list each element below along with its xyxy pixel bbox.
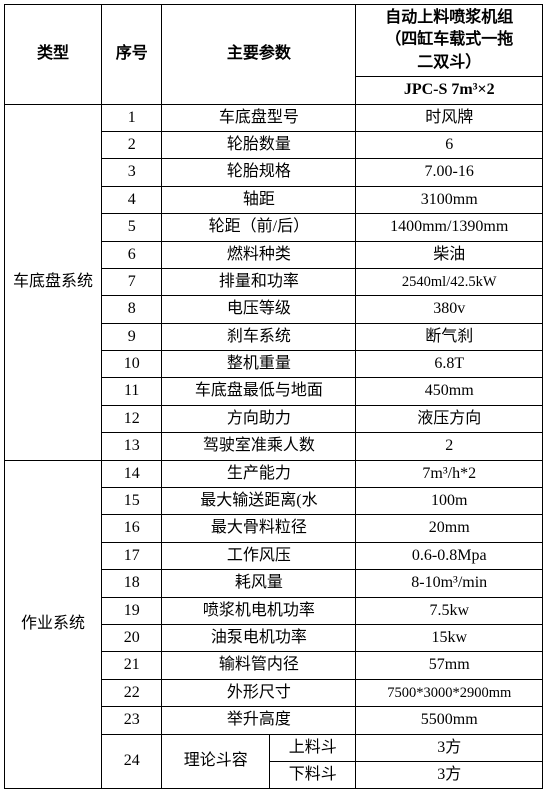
seq-cell: 6	[102, 241, 162, 268]
param-cell: 轴距	[162, 186, 356, 213]
value-cell: 20mm	[356, 515, 543, 542]
value-cell: 450mm	[356, 378, 543, 405]
value-cell: 5500mm	[356, 707, 543, 734]
value-cell: 6.8T	[356, 351, 543, 378]
seq-cell: 14	[102, 460, 162, 487]
seq-cell: 23	[102, 707, 162, 734]
sub-param-cell: 上料斗	[270, 734, 356, 761]
value-cell: 15kw	[356, 624, 543, 651]
value-cell: 3方	[356, 761, 543, 788]
param-cell: 车底盘型号	[162, 104, 356, 131]
value-cell: 7.00-16	[356, 159, 543, 186]
value-cell: 3100mm	[356, 186, 543, 213]
value-cell: 100m	[356, 488, 543, 515]
value-cell: 断气刹	[356, 323, 543, 350]
seq-cell: 7	[102, 268, 162, 295]
group-label: 车底盘系统	[5, 104, 102, 460]
seq-cell: 3	[102, 159, 162, 186]
param-cell: 油泵电机功率	[162, 624, 356, 651]
seq-cell: 24	[102, 734, 162, 789]
col-header-product: 自动上料喷浆机组（四缸车载式一拖二双斗）	[356, 5, 543, 77]
col-header-params: 主要参数	[162, 5, 356, 105]
param-cell: 举升高度	[162, 707, 356, 734]
seq-cell: 4	[102, 186, 162, 213]
param-cell: 理论斗容	[162, 734, 270, 789]
col-header-model: JPC-S 7m³×2	[356, 77, 543, 104]
param-cell: 车底盘最低与地面	[162, 378, 356, 405]
seq-cell: 16	[102, 515, 162, 542]
group-label: 作业系统	[5, 460, 102, 789]
param-cell: 方向助力	[162, 405, 356, 432]
value-cell: 0.6-0.8Mpa	[356, 542, 543, 569]
param-cell: 最大骨料粒径	[162, 515, 356, 542]
seq-cell: 21	[102, 652, 162, 679]
value-cell: 7500*3000*2900mm	[356, 679, 543, 706]
param-cell: 燃料种类	[162, 241, 356, 268]
seq-cell: 8	[102, 296, 162, 323]
param-cell: 喷浆机电机功率	[162, 597, 356, 624]
param-cell: 轮胎规格	[162, 159, 356, 186]
seq-cell: 20	[102, 624, 162, 651]
value-cell: 380v	[356, 296, 543, 323]
value-cell: 1400mm/1390mm	[356, 214, 543, 241]
value-cell: 6	[356, 131, 543, 158]
param-cell: 耗风量	[162, 570, 356, 597]
seq-cell: 10	[102, 351, 162, 378]
param-cell: 电压等级	[162, 296, 356, 323]
param-cell: 轮胎数量	[162, 131, 356, 158]
spec-table: 类型序号主要参数自动上料喷浆机组（四缸车载式一拖二双斗）JPC-S 7m³×2车…	[4, 4, 543, 789]
seq-cell: 22	[102, 679, 162, 706]
param-cell: 最大输送距离(水	[162, 488, 356, 515]
value-cell: 8-10m³/min	[356, 570, 543, 597]
param-cell: 外形尺寸	[162, 679, 356, 706]
param-cell: 排量和功率	[162, 268, 356, 295]
param-cell: 工作风压	[162, 542, 356, 569]
value-cell: 7m³/h*2	[356, 460, 543, 487]
col-header-type: 类型	[5, 5, 102, 105]
value-cell: 2	[356, 433, 543, 460]
seq-cell: 12	[102, 405, 162, 432]
seq-cell: 15	[102, 488, 162, 515]
seq-cell: 17	[102, 542, 162, 569]
seq-cell: 18	[102, 570, 162, 597]
param-cell: 整机重量	[162, 351, 356, 378]
value-cell: 7.5kw	[356, 597, 543, 624]
seq-cell: 13	[102, 433, 162, 460]
param-cell: 刹车系统	[162, 323, 356, 350]
seq-cell: 9	[102, 323, 162, 350]
seq-cell: 5	[102, 214, 162, 241]
seq-cell: 2	[102, 131, 162, 158]
seq-cell: 1	[102, 104, 162, 131]
param-cell: 轮距（前/后）	[162, 214, 356, 241]
seq-cell: 19	[102, 597, 162, 624]
value-cell: 3方	[356, 734, 543, 761]
value-cell: 时风牌	[356, 104, 543, 131]
value-cell: 液压方向	[356, 405, 543, 432]
col-header-seq: 序号	[102, 5, 162, 105]
sub-param-cell: 下料斗	[270, 761, 356, 788]
value-cell: 2540ml/42.5kW	[356, 268, 543, 295]
value-cell: 57mm	[356, 652, 543, 679]
param-cell: 输料管内径	[162, 652, 356, 679]
param-cell: 驾驶室准乘人数	[162, 433, 356, 460]
value-cell: 柴油	[356, 241, 543, 268]
seq-cell: 11	[102, 378, 162, 405]
param-cell: 生产能力	[162, 460, 356, 487]
